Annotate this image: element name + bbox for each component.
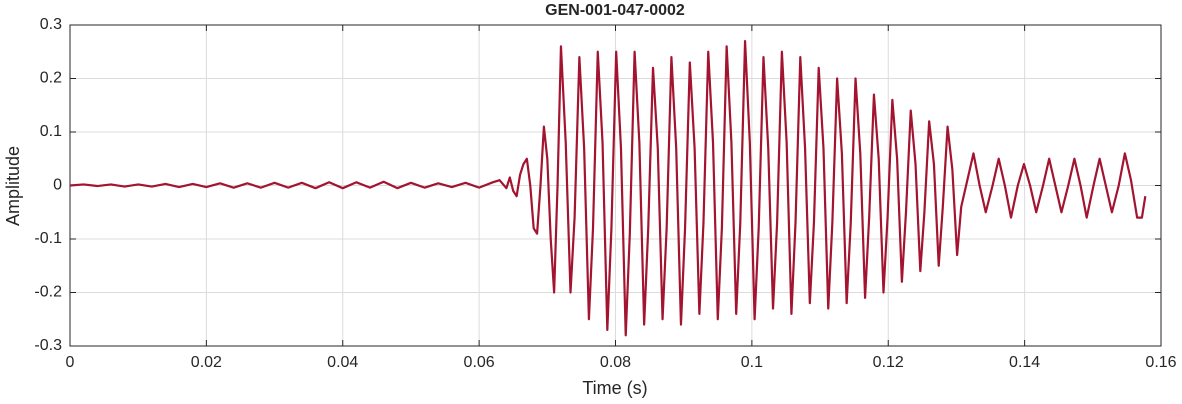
x-tick-label: 0.04 [327,354,358,371]
y-tick-label: 0 [53,177,62,194]
y-axis-label: Amplitude [3,146,23,226]
x-axis-label: Time (s) [582,378,647,398]
y-tick-label: 0.1 [40,123,62,140]
x-tick-label: 0.02 [191,354,222,371]
x-tick-label: 0.14 [1009,354,1040,371]
chart-title: GEN-001-047-0002 [545,2,685,19]
y-tick-label: -0.1 [34,230,62,247]
x-tick-label: 0.12 [873,354,904,371]
y-tick-label: 0.2 [40,70,62,87]
x-tick-label: 0.08 [600,354,631,371]
x-tick-label: 0.16 [1145,354,1176,371]
y-tick-label: -0.3 [34,337,62,354]
x-tick-label: 0 [66,354,75,371]
x-tick-label: 0.1 [741,354,763,371]
signal-line [69,39,1147,337]
x-tick-label: 0.06 [464,354,495,371]
y-tick-label: -0.2 [34,284,62,301]
y-tick-label: 0.3 [40,16,62,33]
